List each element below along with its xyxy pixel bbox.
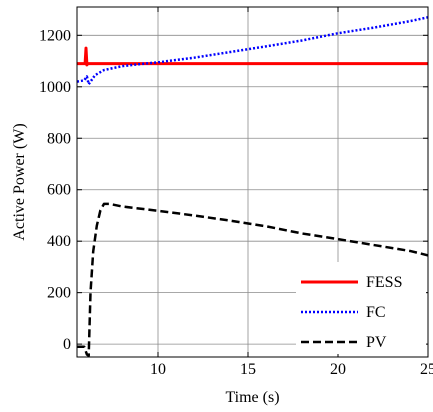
y-tick-label: 800	[47, 130, 71, 147]
y-tick-label: 400	[47, 233, 71, 250]
plot-frame	[76, 6, 429, 358]
x-tick-label: 20	[330, 361, 346, 378]
series-line-pv	[77, 202, 428, 357]
x-tick-label: 10	[150, 361, 166, 378]
series-lines	[77, 16, 428, 357]
y-tick-label: 200	[47, 285, 71, 302]
y-tick-label: 600	[47, 182, 71, 199]
series-line-fc	[77, 16, 428, 86]
legend: FESS FC PV	[296, 262, 426, 354]
legend-box	[296, 262, 426, 354]
x-axis-label: Time (s)	[225, 389, 279, 406]
legend-label-fc: FC	[366, 304, 386, 321]
legend-label-fess: FESS	[366, 274, 402, 291]
y-tick-label: 1200	[39, 27, 71, 44]
x-tick-label: 25	[420, 361, 433, 378]
grid	[77, 7, 429, 357]
legend-label-pv: PV	[366, 334, 387, 351]
series-line-fess	[77, 46, 428, 67]
y-axis-label: Active Power (W)	[11, 123, 28, 240]
x-tick-label: 15	[240, 361, 256, 378]
y-tick-label: 1000	[39, 79, 71, 96]
y-tick-label: 0	[63, 336, 71, 353]
